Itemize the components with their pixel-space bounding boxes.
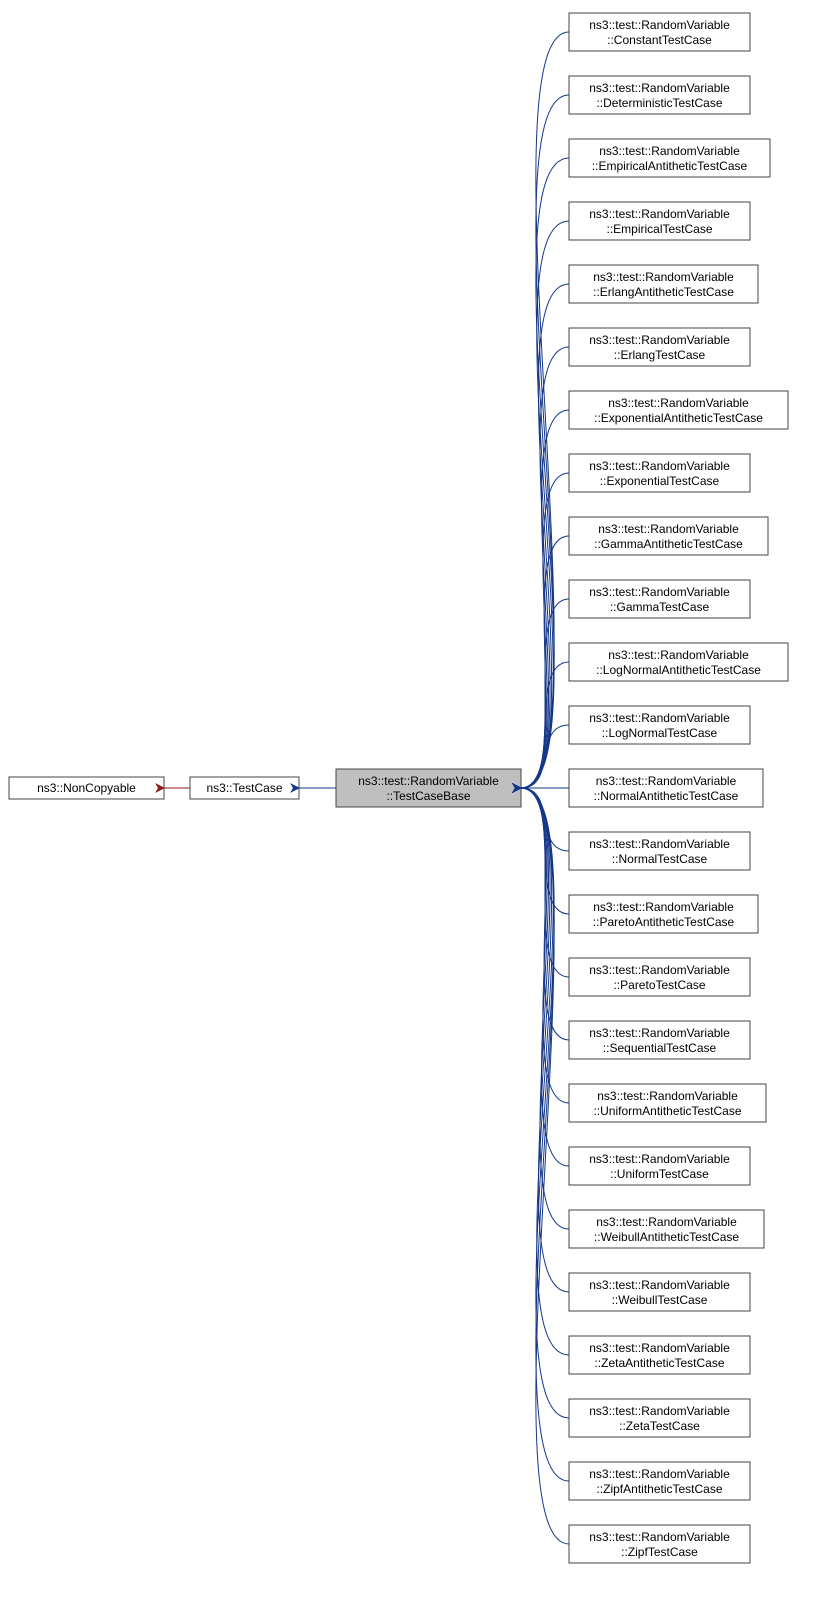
class-node-label: ns3::test::RandomVariable	[589, 81, 730, 95]
class-node-label: ::GammaAntitheticTestCase	[594, 537, 743, 551]
class-node-leaf-16[interactable]: ns3::test::RandomVariable::SequentialTes…	[569, 1021, 750, 1059]
class-node-label: ::GammaTestCase	[610, 600, 710, 614]
class-node-leaf-24[interactable]: ns3::test::RandomVariable::ZipfTestCase	[569, 1525, 750, 1563]
class-node-label: ns3::test::RandomVariable	[608, 396, 749, 410]
class-node-label: ns3::test::RandomVariable	[589, 711, 730, 725]
class-node-leaf-9[interactable]: ns3::test::RandomVariable::GammaTestCase	[569, 580, 750, 618]
class-node-label: ns3::test::RandomVariable	[589, 1404, 730, 1418]
class-node-leaf-7[interactable]: ns3::test::RandomVariable::ExponentialTe…	[569, 454, 750, 492]
class-node-label: ::ParetoAntitheticTestCase	[593, 915, 735, 929]
class-node-label: ns3::test::RandomVariable	[589, 1278, 730, 1292]
class-node-label: ::ZipfTestCase	[621, 1545, 698, 1559]
class-node-label: ::ExponentialTestCase	[600, 474, 720, 488]
class-node-leaf-20[interactable]: ns3::test::RandomVariable::WeibullTestCa…	[569, 1273, 750, 1311]
class-node-testcase[interactable]: ns3::TestCase	[190, 777, 299, 799]
class-node-leaf-13[interactable]: ns3::test::RandomVariable::NormalTestCas…	[569, 832, 750, 870]
class-node-label: ns3::test::RandomVariable	[589, 207, 730, 221]
class-node-label: ns3::TestCase	[206, 781, 282, 795]
class-node-leaf-21[interactable]: ns3::test::RandomVariable::ZetaAntitheti…	[569, 1336, 750, 1374]
class-node-leaf-1[interactable]: ns3::test::RandomVariable::Deterministic…	[569, 76, 750, 114]
class-node-leaf-6[interactable]: ns3::test::RandomVariable::ExponentialAn…	[569, 391, 788, 429]
class-node-leaf-23[interactable]: ns3::test::RandomVariable::ZipfAntitheti…	[569, 1462, 750, 1500]
class-node-label: ns3::test::RandomVariable	[598, 522, 739, 536]
class-node-label: ns3::test::RandomVariable	[589, 1026, 730, 1040]
class-node-leaf-17[interactable]: ns3::test::RandomVariable::UniformAntith…	[569, 1084, 766, 1122]
class-node-label: ::EmpiricalTestCase	[606, 222, 712, 236]
class-node-label: ns3::test::RandomVariable	[593, 900, 734, 914]
class-node-label: ::ZetaAntitheticTestCase	[594, 1356, 724, 1370]
class-node-label: ns3::test::RandomVariable	[596, 774, 737, 788]
class-node-label: ::LogNormalTestCase	[602, 726, 718, 740]
class-node-label: ns3::test::RandomVariable	[589, 963, 730, 977]
class-node-label: ::ErlangAntitheticTestCase	[593, 285, 734, 299]
class-node-label: ns3::test::RandomVariable	[596, 1215, 737, 1229]
class-node-leaf-15[interactable]: ns3::test::RandomVariable::ParetoTestCas…	[569, 958, 750, 996]
class-node-label: ::LogNormalAntitheticTestCase	[596, 663, 761, 677]
class-node-label: ns3::NonCopyable	[37, 781, 136, 795]
class-node-label: ::ZipfAntitheticTestCase	[596, 1482, 722, 1496]
class-node-label: ns3::test::RandomVariable	[593, 270, 734, 284]
class-node-label: ::SequentialTestCase	[603, 1041, 717, 1055]
class-node-label: ns3::test::RandomVariable	[589, 333, 730, 347]
class-node-leaf-0[interactable]: ns3::test::RandomVariable::ConstantTestC…	[569, 13, 750, 51]
class-node-leaf-22[interactable]: ns3::test::RandomVariable::ZetaTestCase	[569, 1399, 750, 1437]
class-node-leaf-5[interactable]: ns3::test::RandomVariable::ErlangTestCas…	[569, 328, 750, 366]
class-node-label: ::DeterministicTestCase	[596, 96, 722, 110]
class-node-leaf-2[interactable]: ns3::test::RandomVariable::EmpiricalAnti…	[569, 139, 770, 177]
class-node-leaf-10[interactable]: ns3::test::RandomVariable::LogNormalAnti…	[569, 643, 788, 681]
class-node-label: ns3::test::RandomVariable	[597, 1089, 738, 1103]
class-node-label: ns3::test::RandomVariable	[589, 1152, 730, 1166]
class-node-label: ::NormalAntitheticTestCase	[594, 789, 739, 803]
class-node-leaf-3[interactable]: ns3::test::RandomVariable::EmpiricalTest…	[569, 202, 750, 240]
class-node-leaf-12[interactable]: ns3::test::RandomVariable::NormalAntithe…	[569, 769, 763, 807]
class-node-label: ::ErlangTestCase	[614, 348, 706, 362]
class-node-label: ::UniformAntitheticTestCase	[593, 1104, 741, 1118]
inheritance-diagram: ns3::NonCopyablens3::TestCasens3::test::…	[0, 0, 832, 1619]
class-node-label: ns3::test::RandomVariable	[608, 648, 749, 662]
class-node-label: ::TestCaseBase	[386, 789, 470, 803]
class-node-label: ns3::test::RandomVariable	[589, 18, 730, 32]
class-node-label: ::UniformTestCase	[610, 1167, 709, 1181]
class-node-label: ns3::test::RandomVariable	[589, 459, 730, 473]
class-node-leaf-8[interactable]: ns3::test::RandomVariable::GammaAntithet…	[569, 517, 768, 555]
class-node-label: ::EmpiricalAntitheticTestCase	[592, 159, 748, 173]
class-node-label: ns3::test::RandomVariable	[589, 837, 730, 851]
class-node-leaf-11[interactable]: ns3::test::RandomVariable::LogNormalTest…	[569, 706, 750, 744]
class-node-noncopyable[interactable]: ns3::NonCopyable	[9, 777, 164, 799]
class-node-label: ns3::test::RandomVariable	[599, 144, 740, 158]
class-node-label: ::WeibullAntitheticTestCase	[594, 1230, 740, 1244]
class-node-testcasebase[interactable]: ns3::test::RandomVariable::TestCaseBase	[336, 769, 521, 807]
class-node-leaf-14[interactable]: ns3::test::RandomVariable::ParetoAntithe…	[569, 895, 758, 933]
class-node-label: ::ZetaTestCase	[619, 1419, 700, 1433]
class-node-label: ::ConstantTestCase	[607, 33, 712, 47]
class-node-label: ns3::test::RandomVariable	[589, 1467, 730, 1481]
class-node-leaf-4[interactable]: ns3::test::RandomVariable::ErlangAntithe…	[569, 265, 758, 303]
class-node-leaf-18[interactable]: ns3::test::RandomVariable::UniformTestCa…	[569, 1147, 750, 1185]
class-node-label: ::ExponentialAntitheticTestCase	[594, 411, 763, 425]
class-node-label: ns3::test::RandomVariable	[358, 774, 499, 788]
class-node-label: ns3::test::RandomVariable	[589, 1530, 730, 1544]
class-node-label: ::ParetoTestCase	[613, 978, 705, 992]
class-node-label: ::NormalTestCase	[612, 852, 708, 866]
class-node-leaf-19[interactable]: ns3::test::RandomVariable::WeibullAntith…	[569, 1210, 764, 1248]
class-node-label: ns3::test::RandomVariable	[589, 1341, 730, 1355]
class-node-label: ::WeibullTestCase	[612, 1293, 708, 1307]
class-node-label: ns3::test::RandomVariable	[589, 585, 730, 599]
